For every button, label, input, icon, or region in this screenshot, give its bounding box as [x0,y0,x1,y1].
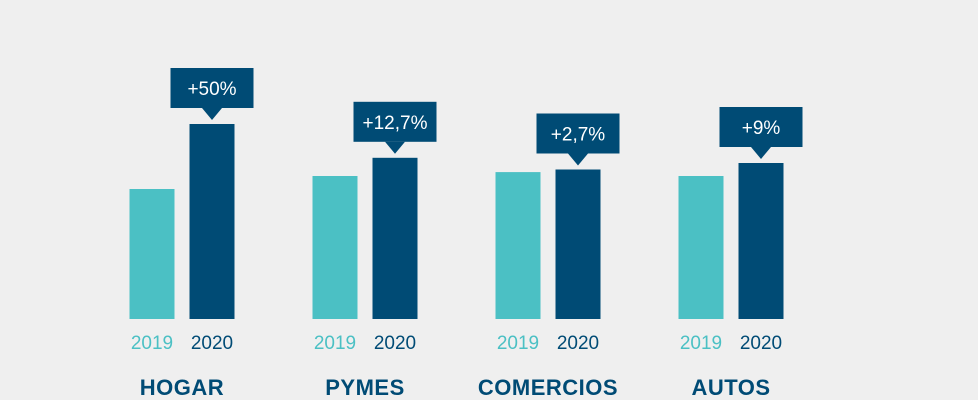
bar-group-comercios: 2019 2020 COMERCIOS +2,7% [478,113,620,400]
year-label-2019: 2019 [131,333,173,354]
bar-group-autos: 2019 2020 AUTOS +9% [678,107,803,400]
change-badge-pointer [385,141,405,154]
change-badge-box [719,107,803,147]
bar-2019-autos [678,176,724,319]
change-label-comercios: +2,7% [551,125,606,146]
change-badge-box [353,101,437,142]
change-badge-pointer [568,153,588,166]
bar-group-hogar: 2019 2020 HOGAR +50% [129,68,254,400]
year-label-2020: 2020 [374,333,416,354]
change-badge-pymes: +12,7% [353,101,437,154]
category-label-autos: AUTOS [691,375,770,400]
bar-2020-comercios [555,169,601,319]
change-badge-box [170,68,254,108]
change-label-autos: +9% [742,118,781,139]
year-label-2019: 2019 [314,333,356,354]
change-badge-pointer [751,147,771,159]
bar-2020-pymes [372,157,418,319]
change-badge-comercios: +2,7% [536,113,620,166]
bar-group-pymes: 2019 2020 PYMES +12,7% [312,101,437,400]
year-label-2019: 2019 [680,333,722,354]
category-label-comercios: COMERCIOS [478,375,618,400]
change-label-pymes: +12,7% [363,113,428,134]
bar-2019-pymes [312,176,358,319]
change-badge-hogar: +50% [170,68,254,120]
year-label-2020: 2020 [557,333,599,354]
bar-2020-autos [738,163,784,319]
category-label-pymes: PYMES [325,375,405,400]
year-label-2020: 2020 [191,333,233,354]
bar-2020-hogar [189,124,235,319]
change-badge-pointer [202,108,222,120]
change-badge-autos: +9% [719,107,803,159]
change-badge-box [536,113,620,154]
category-label-hogar: HOGAR [140,375,224,400]
change-label-hogar: +50% [187,79,236,100]
year-label-2020: 2020 [740,333,782,354]
year-label-2019: 2019 [497,333,539,354]
bar-2019-hogar [129,189,175,319]
bar-2019-comercios [495,172,541,319]
